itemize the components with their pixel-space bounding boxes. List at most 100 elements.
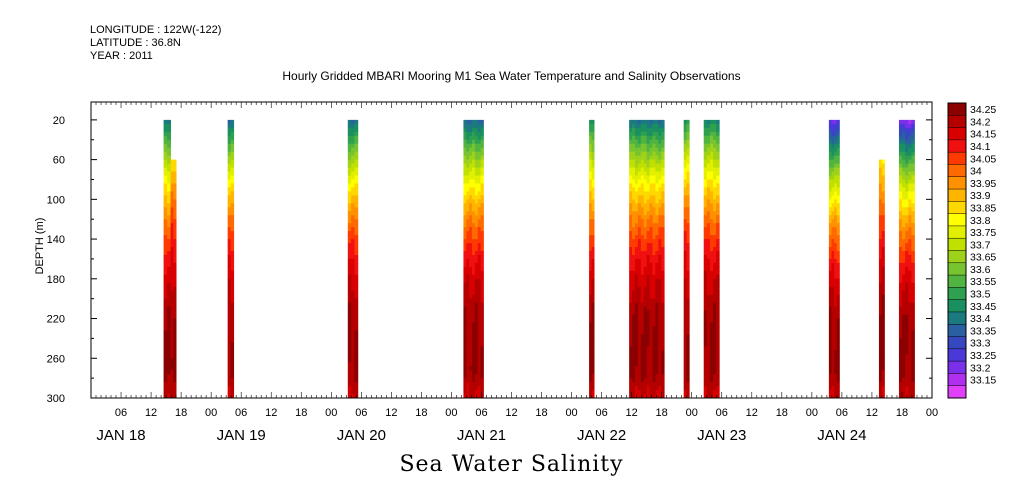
salinity-cell xyxy=(908,167,912,172)
salinity-cell xyxy=(474,123,479,129)
salinity-cell xyxy=(658,183,662,188)
salinity-cell xyxy=(881,191,885,196)
salinity-cell xyxy=(163,239,168,244)
salinity-cell xyxy=(163,346,168,351)
salinity-cell xyxy=(643,235,648,240)
salinity-cell xyxy=(836,262,840,268)
salinity-cell xyxy=(834,235,838,240)
salinity-cell xyxy=(477,123,482,129)
salinity-cell xyxy=(227,135,232,141)
salinity-cell xyxy=(836,310,840,315)
salinity-cell xyxy=(836,354,840,359)
salinity-cell xyxy=(472,354,476,359)
salinity-cell xyxy=(686,163,690,168)
salinity-cell xyxy=(629,302,633,308)
salinity-cell xyxy=(686,390,690,395)
salinity-cell xyxy=(167,370,171,375)
salinity-cell xyxy=(637,227,642,232)
salinity-cell xyxy=(911,274,915,280)
salinity-cell xyxy=(905,247,909,252)
salinity-cell xyxy=(170,294,174,300)
salinity-cell xyxy=(170,274,174,280)
salinity-cell xyxy=(881,294,885,300)
x-tick-label: 00 xyxy=(325,407,337,419)
salinity-cell xyxy=(634,187,639,192)
y-tick-label: 180 xyxy=(47,274,65,286)
salinity-cell xyxy=(474,179,479,184)
salinity-cell xyxy=(634,135,639,141)
salinity-cell xyxy=(163,147,168,153)
salinity-cell xyxy=(831,394,835,399)
salinity-cell xyxy=(170,270,174,276)
salinity-cell xyxy=(831,167,835,172)
salinity-cell xyxy=(686,171,690,176)
salinity-cell xyxy=(646,350,650,355)
salinity-cell xyxy=(655,314,659,319)
salinity-cell xyxy=(643,334,648,339)
salinity-cell xyxy=(227,370,232,375)
salinity-cell xyxy=(170,243,174,248)
salinity-cell xyxy=(898,330,903,335)
salinity-cell xyxy=(683,135,687,141)
salinity-cell xyxy=(589,290,592,296)
salinity-cell xyxy=(480,342,484,347)
salinity-cell xyxy=(658,175,662,180)
salinity-cell xyxy=(881,175,885,180)
salinity-cell xyxy=(898,318,903,323)
salinity-cell xyxy=(908,378,912,383)
salinity-cell xyxy=(163,199,168,204)
salinity-cell xyxy=(472,215,476,220)
salinity-cell xyxy=(347,266,352,272)
salinity-cell xyxy=(347,227,352,232)
salinity-cell xyxy=(227,330,232,335)
salinity-cell xyxy=(227,171,232,176)
salinity-cell xyxy=(658,199,662,204)
salinity-cell xyxy=(716,278,720,284)
salinity-cell xyxy=(905,258,909,264)
salinity-cell xyxy=(831,163,835,168)
salinity-cell xyxy=(878,290,883,296)
salinity-cell xyxy=(474,187,479,192)
salinity-cell xyxy=(167,147,171,153)
salinity-cell xyxy=(634,151,639,157)
salinity-cell xyxy=(828,223,832,228)
salinity-cell xyxy=(351,235,355,240)
salinity-cell xyxy=(227,390,232,395)
salinity-cell xyxy=(632,131,636,137)
salinity-cell xyxy=(703,159,708,164)
salinity-cell xyxy=(905,314,909,319)
salinity-cell xyxy=(898,219,903,224)
salinity-cell xyxy=(477,326,482,331)
salinity-cell xyxy=(354,135,359,141)
salinity-cell xyxy=(905,366,909,371)
salinity-cell xyxy=(634,262,639,268)
salinity-cell xyxy=(591,215,595,220)
salinity-cell xyxy=(347,131,352,137)
salinity-cell xyxy=(474,247,479,252)
salinity-cell xyxy=(632,370,636,375)
salinity-cell xyxy=(347,159,352,164)
salinity-cell xyxy=(477,338,482,343)
salinity-cell xyxy=(831,171,835,176)
salinity-cell xyxy=(170,370,174,375)
salinity-cell xyxy=(706,235,711,240)
salinity-cell xyxy=(716,207,720,212)
salinity-cell xyxy=(661,250,665,256)
salinity-cell xyxy=(230,250,235,256)
salinity-cell xyxy=(905,370,909,375)
salinity-cell xyxy=(902,151,906,157)
salinity-cell xyxy=(227,382,232,387)
salinity-cell xyxy=(463,386,467,391)
salinity-cell xyxy=(354,314,359,319)
salinity-cell xyxy=(908,239,912,244)
salinity-cell xyxy=(230,274,235,280)
salinity-cell xyxy=(706,370,711,375)
salinity-cell xyxy=(652,298,656,304)
salinity-cell xyxy=(828,354,832,359)
salinity-cell xyxy=(831,318,835,323)
salinity-cell xyxy=(227,306,232,311)
salinity-cell xyxy=(469,195,473,200)
salinity-cell xyxy=(686,191,690,196)
salinity-cell xyxy=(170,159,174,164)
salinity-cell xyxy=(658,155,662,161)
